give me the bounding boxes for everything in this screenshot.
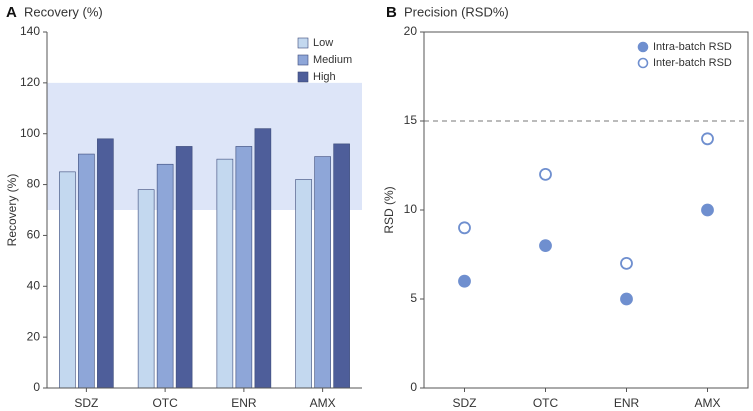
legend-label: High [313, 71, 336, 83]
x-tick-label: SDZ [74, 396, 98, 410]
y-tick-label: 20 [27, 329, 41, 343]
legend-marker [637, 57, 649, 69]
y-tick-label: 60 [27, 228, 41, 242]
chart-title: Recovery (%) [24, 4, 103, 19]
bar [216, 158, 234, 389]
y-tick-label: 140 [20, 24, 40, 38]
x-tick-label: ENR [614, 396, 640, 410]
point [539, 239, 552, 253]
legend-label: Low [313, 37, 333, 49]
y-tick-label: 40 [27, 278, 41, 292]
bar [137, 189, 155, 389]
y-tick-label: 100 [20, 126, 40, 140]
x-tick-label: AMX [694, 396, 720, 410]
y-tick-label: 120 [20, 75, 40, 89]
panel-label: A [6, 4, 17, 21]
point [701, 132, 714, 146]
bar [254, 128, 272, 389]
bar [235, 146, 253, 389]
y-tick-label: 0 [410, 380, 417, 394]
legend-marker [637, 41, 649, 53]
bar [156, 163, 174, 389]
x-tick-label: OTC [533, 396, 559, 410]
bar [333, 143, 350, 389]
chart-title: Precision (RSD%) [404, 4, 509, 19]
point [620, 256, 633, 270]
y-tick-label: 20 [404, 24, 418, 38]
point [620, 292, 633, 306]
bar [78, 153, 95, 389]
x-tick-label: SDZ [453, 396, 477, 410]
y-tick-label: 15 [404, 113, 418, 127]
bar [295, 179, 312, 389]
y-tick-label: 5 [410, 291, 417, 305]
x-tick-label: ENR [231, 396, 257, 410]
legend-label: Intra-batch RSD [653, 41, 732, 53]
bar [59, 171, 76, 389]
legend-label: Medium [313, 54, 352, 66]
y-tick-label: 80 [27, 177, 41, 191]
point [539, 167, 552, 181]
point [458, 274, 471, 288]
y-axis-label: RSD (%) [382, 186, 396, 233]
legend-swatch [297, 71, 309, 83]
y-tick-label: 10 [404, 202, 418, 216]
bar [97, 138, 114, 389]
x-tick-label: AMX [310, 396, 336, 410]
bar [314, 156, 331, 389]
legend-swatch [297, 54, 309, 66]
bar [175, 146, 193, 389]
y-axis-label: Recovery (%) [5, 174, 19, 247]
y-tick-label: 0 [33, 380, 40, 394]
legend-swatch [297, 37, 309, 49]
panel-label: B [386, 4, 397, 21]
point [701, 203, 714, 217]
x-tick-label: OTC [152, 396, 178, 410]
point [458, 221, 471, 235]
plot-frame [423, 31, 749, 389]
legend-label: Inter-batch RSD [653, 57, 732, 69]
